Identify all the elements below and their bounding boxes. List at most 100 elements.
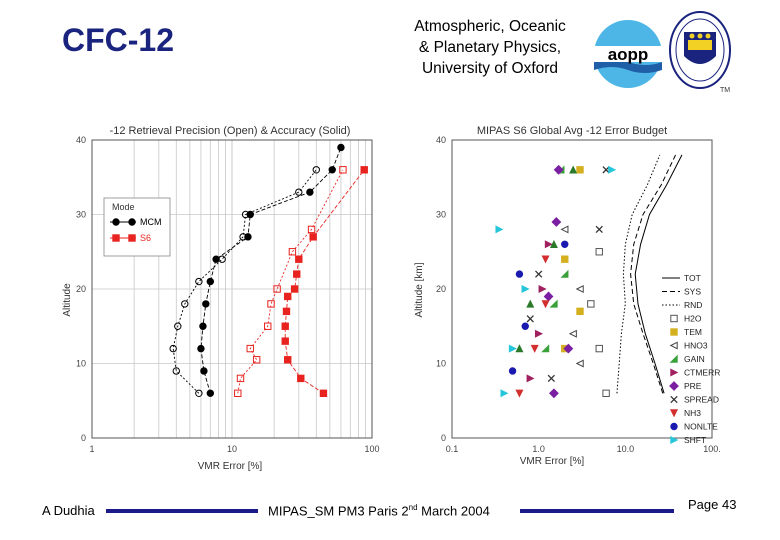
right-legend-entry: NH3: [684, 408, 701, 418]
left-legend-marker: [128, 218, 136, 226]
right-marker-h2o: [587, 300, 595, 308]
right-marker-pre: [543, 291, 554, 302]
left-legend: Mode MCM S6: [103, 197, 171, 257]
right-legend-marker: [669, 341, 678, 350]
right-marker-hno3: [560, 225, 569, 234]
institution-line-2: & Planetary Physics,: [418, 39, 562, 56]
left-chart-title: -12 Retrieval Precision (Open) & Accurac…: [110, 125, 351, 137]
left-legend-entry: MCM: [140, 217, 162, 227]
right-marker-shft: [521, 284, 530, 294]
left-x-tick-label: 1: [89, 444, 94, 454]
left-data-point: [239, 233, 247, 241]
right-legend-marker: [670, 328, 678, 336]
precision-accuracy-chart: 1 10 100 0 10 20 30 40 -12 Retrieval Precision …: [62, 125, 380, 472]
right-marker-spread: [526, 315, 534, 323]
right-marker-shft: [495, 225, 504, 234]
left-data-point: [172, 367, 180, 375]
aopp-logo-text: aopp: [608, 45, 649, 64]
right-marker-pre: [553, 164, 564, 175]
right-marker-ctmerr: [526, 374, 535, 383]
right-marks: [495, 154, 683, 399]
right-marker-nh3: [541, 255, 550, 264]
footer-meeting-sup: nd: [408, 503, 418, 512]
right-marker-specdb: [569, 165, 578, 174]
left-data-point: [284, 292, 292, 301]
right-x-tick-label: 0.1: [446, 444, 459, 454]
right-x-tick-label: 100.: [703, 444, 721, 454]
left-data-point: [328, 166, 336, 174]
right-x-tick-label: 1.0: [532, 444, 545, 454]
left-y-tick-label: 0: [81, 433, 86, 443]
left-data-point: [195, 277, 203, 286]
right-marker-specdb: [515, 344, 524, 353]
right-marker-spread: [535, 270, 543, 278]
right-marker-nh3: [530, 344, 539, 353]
right-legend-entry: NONLTE: [684, 422, 718, 432]
right-marker-ctmerr: [544, 240, 553, 249]
left-data-point: [281, 322, 289, 330]
left-series-line: [284, 169, 365, 394]
left-y-tick-label: 40: [76, 135, 86, 145]
left-y-label: Altitude: [62, 283, 73, 317]
left-plot-frame: [91, 139, 373, 439]
right-legend-entry: SYS: [684, 287, 701, 297]
right-axes: 0.1 1.0 10.0 100. 0 10 20 30 40: [436, 135, 721, 454]
footer-rule-left: [106, 509, 258, 513]
right-marker-hno3: [575, 359, 584, 368]
right-y-tick-label: 40: [436, 135, 446, 145]
institution-block: Atmospheric, Oceanic & Planetary Physics…: [395, 16, 585, 79]
right-marker-gain: [541, 344, 550, 353]
right-marker-specdb: [526, 299, 535, 308]
right-legend-entry: TEM: [684, 327, 702, 337]
left-x-label: VMR Error [%]: [198, 461, 263, 472]
right-marker-hno3: [575, 284, 584, 294]
right-legend-marker: [669, 409, 679, 418]
left-data-point: [288, 248, 297, 256]
right-marker-gain: [549, 299, 558, 308]
right-marker-ctmerr: [538, 284, 547, 294]
right-legend-entry: H2O: [684, 314, 702, 324]
right-marker-shft: [508, 344, 517, 353]
left-data-point: [339, 166, 347, 174]
left-x-tick-label: 100: [364, 444, 379, 454]
left-data-point: [295, 188, 303, 196]
left-data-point: [197, 344, 205, 353]
left-y-tick-label: 30: [76, 210, 86, 220]
right-marker-nonlte: [508, 367, 517, 375]
right-y-tick-label: 10: [436, 359, 446, 369]
left-data-point: [241, 210, 250, 219]
institution-line-1: Atmospheric, Oceanic: [414, 18, 566, 35]
left-data-point: [309, 233, 317, 241]
left-data-point: [295, 255, 303, 263]
right-marker-hno3: [568, 329, 577, 338]
right-x-tick-label: 10.0: [617, 444, 635, 454]
right-marker-spread: [595, 225, 603, 234]
left-legend-box: [103, 197, 171, 257]
right-marker-tem: [561, 255, 569, 263]
right-marker-nonlte: [521, 322, 529, 330]
right-marker-h2o: [595, 248, 603, 256]
left-y-tick-label: 10: [76, 359, 86, 369]
left-data-point: [281, 337, 289, 345]
slide-title: CFC-12: [62, 22, 175, 58]
left-data-point: [174, 322, 182, 330]
right-y-tick-label: 20: [436, 284, 446, 294]
left-data-point: [307, 225, 316, 234]
left-data-point: [360, 166, 368, 174]
left-axes: 1 10 100 0 10 20 30 40: [76, 135, 380, 454]
aopp-logo-icon: aopp: [594, 20, 662, 88]
left-grid: [91, 139, 373, 439]
right-marker-specdb: [549, 239, 558, 248]
right-legend-entry: CTMERR: [684, 368, 720, 378]
right-line-tot: [634, 154, 683, 394]
left-data-point: [306, 188, 314, 196]
right-marker-shft: [608, 165, 617, 174]
footer-author: A Dudhia: [42, 503, 95, 518]
left-data-point: [267, 300, 275, 308]
left-legend-marker: [112, 218, 120, 226]
left-data-point: [290, 285, 299, 293]
left-data-point: [337, 143, 345, 152]
left-data-point: [206, 389, 215, 397]
right-legend-entry: GAIN: [684, 354, 705, 364]
right-marker-shft: [500, 389, 509, 398]
